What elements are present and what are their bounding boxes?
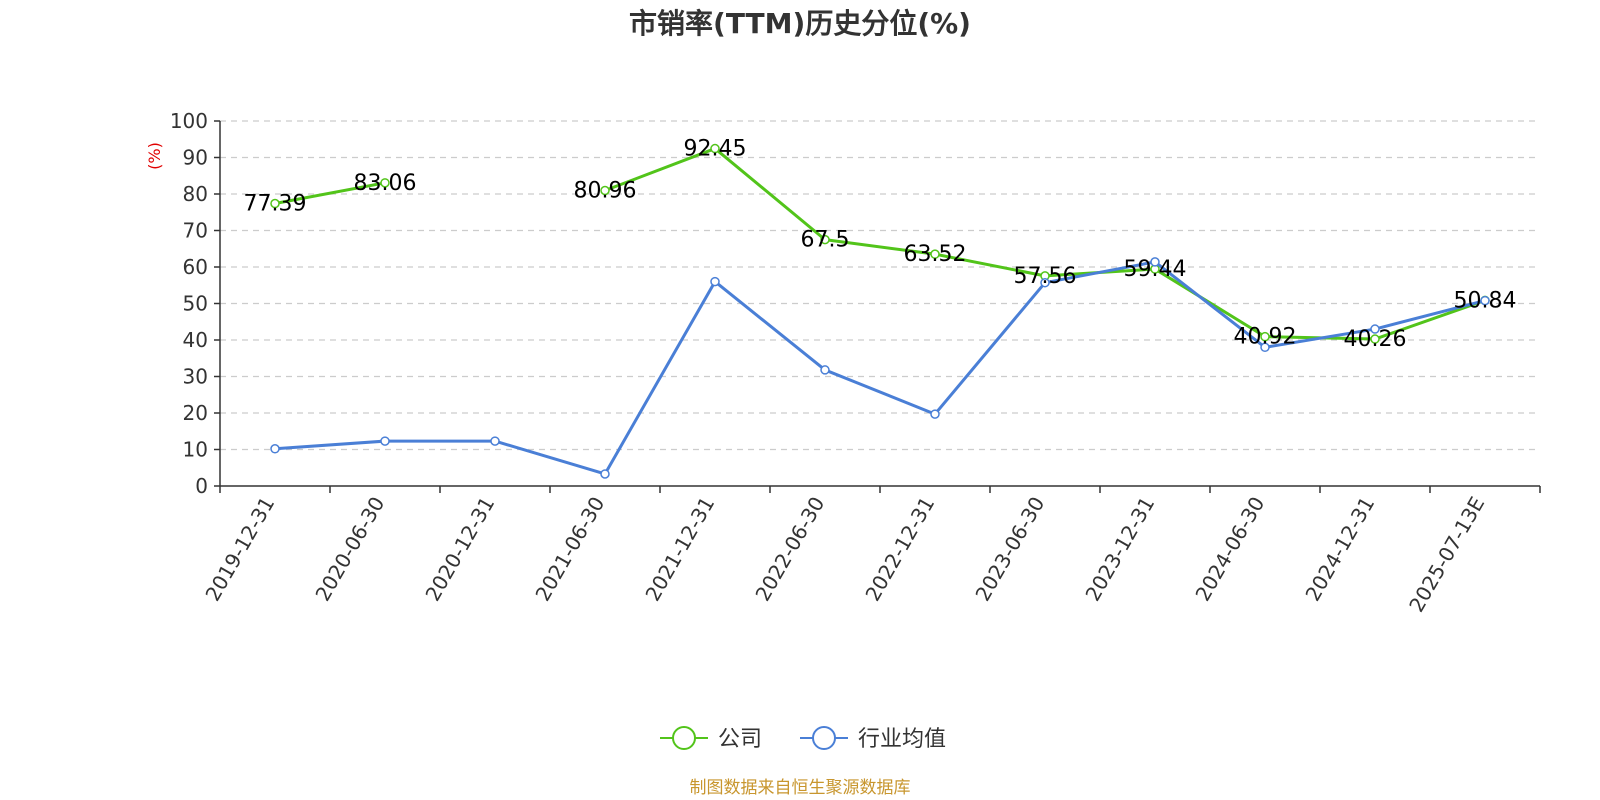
x-tick-label: 2023-06-30 — [970, 493, 1049, 606]
data-labels: 77.39 83.06 80.96 92.45 67.5 63.52 57.56 59.44 4… — [244, 137, 1517, 352]
data-label: 77.39 — [244, 192, 307, 217]
y-tick-label: 90 — [183, 146, 208, 170]
data-point[interactable] — [930, 249, 940, 259]
data-point[interactable] — [1040, 277, 1050, 288]
data-point[interactable] — [380, 436, 390, 446]
y-tick-label: 50 — [183, 292, 208, 316]
x-tick-label: 2020-06-30 — [310, 493, 389, 606]
legend[interactable]: 公司 行业均值 — [660, 726, 946, 752]
data-point[interactable] — [600, 469, 610, 479]
data-label: 92.45 — [684, 137, 747, 162]
series-line-0 — [604, 147, 1486, 341]
y-axis-unit: (%) — [145, 142, 164, 170]
y-tick-label: 30 — [183, 365, 208, 389]
legend-item-0[interactable]: 公司 — [660, 726, 762, 752]
data-point[interactable] — [1370, 324, 1380, 334]
y-tick-label: 80 — [183, 182, 208, 206]
data-label: 40.26 — [1344, 327, 1407, 352]
y-tick-label: 70 — [183, 219, 208, 243]
legend-item-1[interactable]: 行业均值 — [800, 726, 946, 752]
series-line-0 — [274, 181, 386, 206]
legend-marker-icon — [812, 726, 836, 750]
data-point[interactable] — [1150, 257, 1160, 267]
data-label: 59.44 — [1124, 257, 1187, 282]
y-tick-label: 40 — [183, 328, 208, 352]
data-label: 57.56 — [1014, 264, 1077, 289]
data-label: 67.5 — [801, 228, 850, 253]
legend-label: 行业均值 — [858, 727, 946, 752]
data-point[interactable] — [490, 436, 500, 446]
y-tick-label: 20 — [183, 401, 208, 425]
data-point[interactable] — [820, 234, 830, 245]
y-tick-label: 60 — [183, 255, 208, 279]
x-tick-label: 2025-07-13E — [1404, 493, 1489, 617]
legend-label: 公司 — [718, 727, 762, 752]
data-point[interactable] — [1260, 342, 1270, 353]
x-tick-label: 2024-12-31 — [1300, 493, 1379, 606]
data-label: 83.06 — [354, 171, 417, 196]
data-label: 40.92 — [1234, 325, 1297, 350]
source-note: 制图数据来自恒生聚源数据库 — [690, 778, 911, 798]
y-tick-label: 100 — [170, 109, 208, 133]
x-tick-label: 2021-06-30 — [530, 493, 609, 606]
data-point[interactable] — [710, 276, 720, 287]
data-point[interactable] — [820, 365, 830, 375]
x-tick-label: 2021-12-31 — [640, 493, 719, 606]
data-point[interactable] — [930, 409, 940, 419]
data-point[interactable] — [270, 444, 280, 454]
x-tick-label: 2023-12-31 — [1080, 493, 1159, 606]
data-label: 50.84 — [1454, 288, 1517, 313]
y-tick-label: 0 — [195, 474, 208, 498]
data-point[interactable] — [710, 143, 720, 154]
data-point[interactable] — [1260, 331, 1270, 342]
x-tick-label: 2024-06-30 — [1190, 493, 1269, 606]
data-point[interactable] — [270, 198, 280, 209]
data-point[interactable] — [600, 185, 610, 196]
data-label: 63.52 — [904, 242, 967, 267]
x-tick-label: 2022-12-31 — [860, 493, 939, 606]
chart-title: 市销率(TTM)历史分位(%) — [629, 7, 971, 40]
legend-marker-icon — [672, 726, 696, 750]
data-point[interactable] — [380, 178, 390, 188]
series-line-1 — [274, 260, 1486, 476]
grid-lines — [220, 120, 1540, 451]
data-point[interactable] — [1370, 334, 1380, 344]
x-tick-label: 2019-12-31 — [200, 493, 279, 606]
data-point[interactable] — [1480, 295, 1490, 306]
y-tick-label: 10 — [183, 438, 208, 462]
series-lines — [270, 143, 1490, 479]
x-tick-label: 2022-06-30 — [750, 493, 829, 606]
x-tick-label: 2020-12-31 — [420, 493, 499, 606]
data-label: 80.96 — [574, 178, 637, 203]
